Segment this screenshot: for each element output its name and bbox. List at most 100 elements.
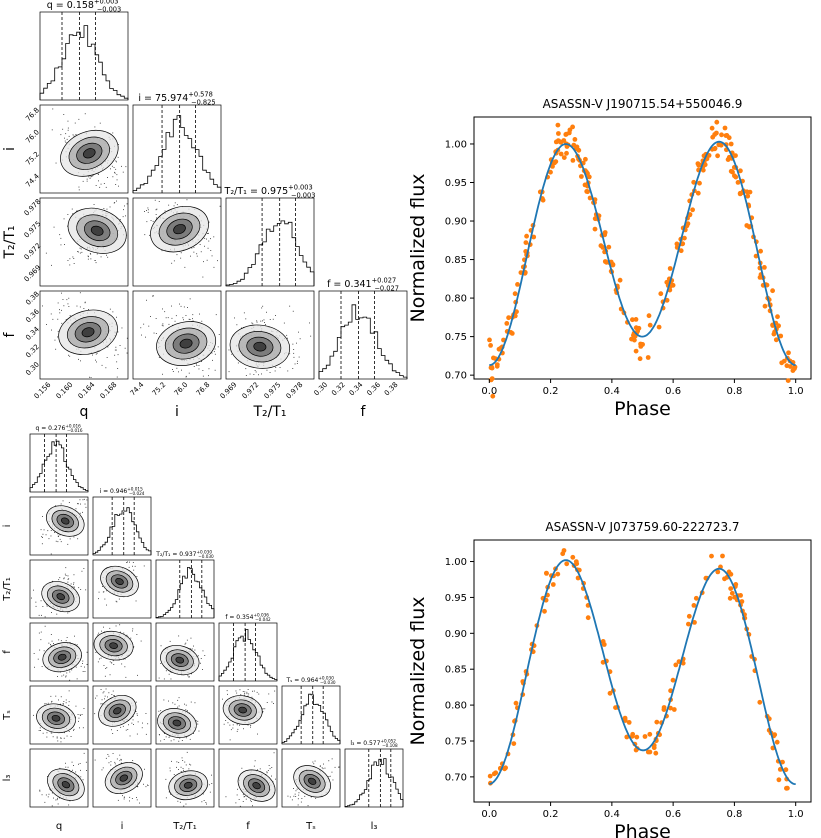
panel-frame [132,104,222,194]
data-point [524,233,529,239]
sample-point [46,732,48,734]
axis-label: T₂/T₁ [2,577,13,602]
sample-point [160,645,162,647]
data-point [786,350,791,356]
sample-point [136,733,138,735]
sample-point [95,262,97,264]
density-contour [90,225,104,236]
sample-point [176,367,178,369]
data-point [607,690,613,696]
data-point [668,705,673,711]
sample-point [55,695,57,697]
panel-frame [344,748,404,808]
param-title-main: Tₛ = 0.964 [285,677,318,684]
param-title-upper: +0.578 [188,91,213,99]
histogram-panel [132,104,222,194]
sample-point [292,343,294,345]
panel-frame [281,748,341,808]
y-tick-label: 76.8 [24,106,41,123]
axis-label: l₃ [2,775,13,782]
data-point [558,151,564,157]
sample-point [115,600,117,602]
sample-point [50,732,52,734]
data-point [670,677,676,683]
sample-point [162,323,164,325]
sample-point [128,724,129,726]
sample-point [298,794,300,796]
sample-point [163,678,165,680]
sample-point [38,614,40,616]
sample-point [170,793,171,795]
sample-point [106,208,108,210]
sample-point [168,791,170,793]
y-axis-label: Normalized flux [407,596,429,745]
sample-point [162,373,163,375]
y-tick-label: 0.34 [24,325,41,342]
sample-point [122,725,124,727]
sample-point [228,349,230,351]
sample-point [51,805,53,807]
sample-point [176,204,178,206]
sample-point [208,375,209,377]
sample-point [253,374,255,375]
sample-point [242,794,244,796]
sample-point [119,345,121,346]
data-point [515,282,520,287]
sample-point [55,162,57,164]
sample-point [307,805,309,807]
param-title-lower: −0.030 [320,680,336,685]
sample-point [259,768,261,770]
sample-point [58,579,60,581]
sample-point [167,317,169,319]
sample-point [187,675,189,677]
sample-point [202,375,204,377]
data-point [715,153,720,159]
sample-point [244,691,246,693]
sample-point [208,368,210,370]
sample-point [114,761,116,763]
sample-point [126,337,128,339]
data-point [792,364,798,370]
sample-point [146,299,147,301]
sample-point [42,516,43,517]
sample-point [160,663,162,664]
sample-point [120,762,122,764]
data-point [695,161,701,167]
sample-point [84,666,85,668]
sample-point [59,577,61,579]
param-title-lower: −0.030 [198,554,214,559]
param-title-upper: +0.030 [196,549,212,554]
sample-point [106,254,107,256]
sample-point [79,247,81,249]
sample-point [165,317,167,319]
panel-frame [132,290,222,380]
sample-point [87,255,89,257]
param-title-main: T₂/T₁ = 0.937 [155,551,196,558]
sample-point [140,640,142,642]
sample-point [86,499,88,501]
density-contour [119,774,128,782]
sample-point [121,165,122,167]
sample-point [231,353,233,355]
data-point [778,333,784,339]
sample-point [53,226,55,228]
sample-point [37,658,39,660]
sample-point [183,805,185,807]
sample-point [51,700,53,702]
sample-point [133,646,134,648]
data-point [738,168,743,174]
axis-label: i [2,525,13,528]
sample-point [153,332,155,334]
sample-point [67,303,69,305]
sample-point [292,368,294,369]
data-point [645,749,651,755]
data-points [487,548,790,791]
sample-point [237,362,239,364]
data-point [725,157,731,163]
density-contour [179,338,193,349]
sample-point [267,770,269,771]
sample-point [152,295,153,297]
sample-point [94,759,96,761]
data-point [715,569,721,575]
sample-point [132,719,134,721]
